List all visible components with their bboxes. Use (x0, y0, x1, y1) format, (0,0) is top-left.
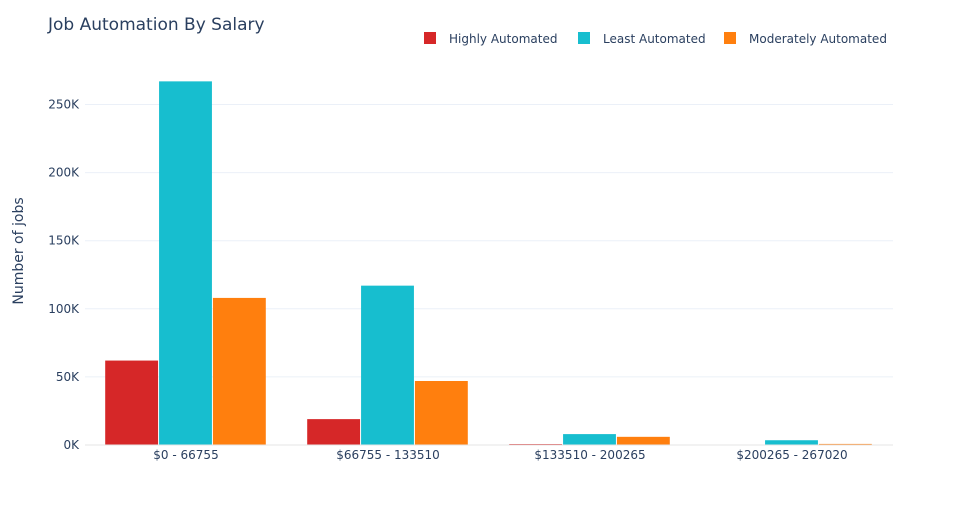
legend-label: Moderately Automated (749, 32, 887, 46)
bar-least-automated (159, 81, 212, 445)
y-tick-label: 50K (56, 370, 80, 384)
y-tick-label: 200K (48, 166, 80, 180)
legend-swatch (724, 32, 736, 44)
x-axis-ticks: $0 - 66755 $66755 - 133510 $133510 - 20026… (153, 448, 847, 462)
y-tick-label: 100K (48, 302, 80, 316)
y-tick-label: 150K (48, 234, 80, 248)
y-tick-label: 250K (48, 98, 80, 112)
bar-moderately-automated (818, 443, 872, 445)
bar-moderately-automated (414, 380, 468, 445)
bar-least-automated (765, 440, 818, 445)
bar-highly-automated (105, 360, 159, 445)
legend: Highly Automated Least Automated Moderatel… (424, 32, 887, 46)
legend-swatch (578, 32, 590, 44)
bar-moderately-automated (616, 436, 670, 445)
bars (105, 81, 872, 446)
bar-highly-automated (307, 419, 361, 445)
bar-least-automated (563, 434, 616, 445)
y-axis-ticks: 0K 50K 100K 150K 200K 250K (48, 98, 80, 452)
x-tick-label: $200265 - 267020 (736, 448, 847, 462)
bar-moderately-automated (212, 297, 266, 445)
x-tick-label: $66755 - 133510 (336, 448, 440, 462)
y-tick-label: 0K (63, 438, 80, 452)
legend-label: Least Automated (603, 32, 706, 46)
legend-label: Highly Automated (449, 32, 557, 46)
legend-swatch (424, 32, 436, 44)
x-tick-label: $0 - 66755 (153, 448, 218, 462)
bar-least-automated (361, 285, 414, 445)
y-axis-label: Number of jobs (11, 197, 27, 304)
x-tick-label: $133510 - 200265 (534, 448, 645, 462)
chart-title: Job Automation By Salary (47, 15, 265, 35)
